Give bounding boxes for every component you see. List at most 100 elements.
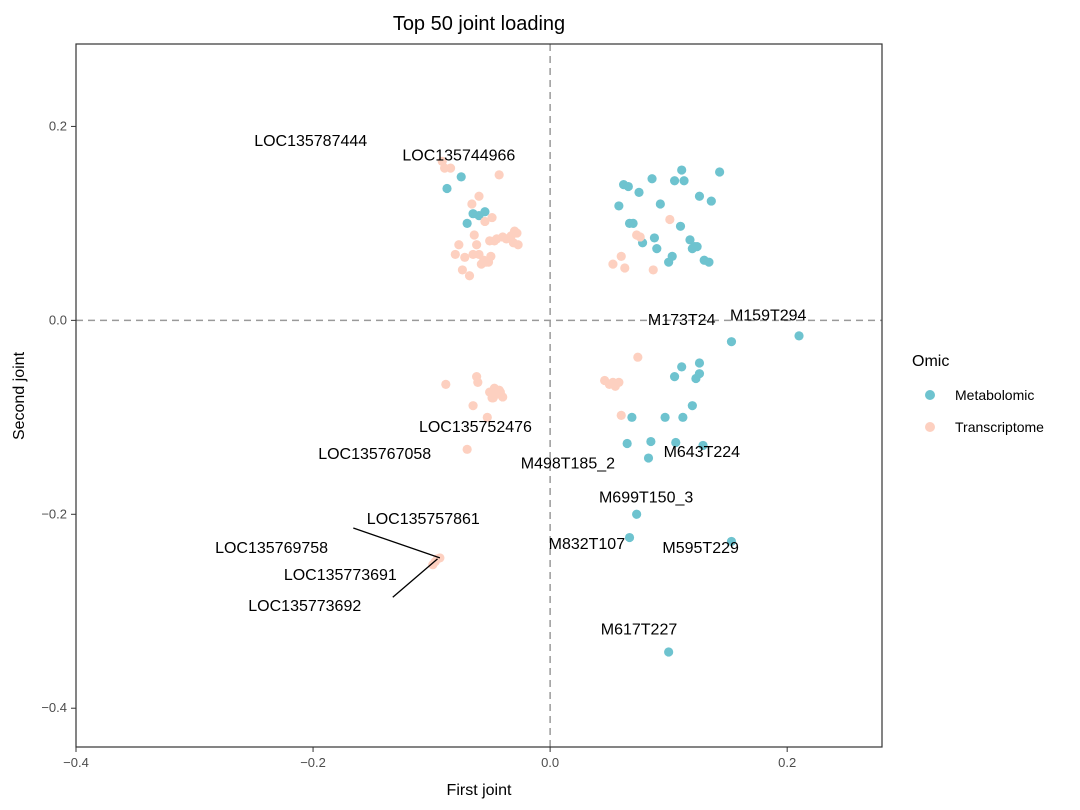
axis-ticks: −0.4 −0.2 0.0 0.2 −0.4 −0.2 0.0 0.2 [41,118,796,770]
metabolomic-point [726,337,737,347]
transcriptome-point [460,252,470,262]
metabolomic-point [675,221,686,231]
metabolomic-point [456,172,466,182]
point-label: M699T150_3 [599,490,693,507]
transcriptome-point [450,249,460,260]
legend-label-metabolomic: Metabolomic [955,387,1034,403]
point-label: LOC135787444 [254,133,367,150]
metabolomic-point [480,207,490,217]
metabolomic-point [660,412,670,422]
transcriptome-point [441,379,451,389]
metabolomic-point [627,412,637,422]
label-leader-line [353,527,441,559]
transcriptome-point [445,163,456,173]
point-label: LOC135744966 [402,147,515,164]
y-tick-label: 0.2 [49,118,67,133]
transcriptome-point [487,212,497,223]
transcriptome-point [665,214,675,225]
legend-key-transcriptome [925,422,935,432]
transcriptome-point [512,228,522,238]
y-axis-title: Second joint [11,351,28,440]
metabolomic-point [614,201,624,211]
metabolomic-point [622,438,632,449]
x-tick-label: −0.2 [300,755,326,770]
metabolomic-point [706,196,716,206]
transcriptome-point [462,444,472,454]
metabolomic-point [634,187,644,197]
metabolomic-point [649,233,660,243]
point-label: LOC135757861 [367,511,480,528]
metabolomic-point [442,183,452,194]
point-label: LOC135769758 [215,540,328,557]
transcriptome-point [633,352,643,362]
point-label: M595T229 [662,540,739,557]
point-label: M159T294 [730,307,807,324]
metabolomic-point [694,191,705,201]
metabolomic-point [715,167,725,177]
y-tick-label: −0.4 [41,700,67,715]
transcriptome-point [648,265,658,275]
x-axis-title: First joint [447,782,512,799]
metabolomic-point [664,647,674,657]
legend-key-metabolomic [925,390,935,400]
transcriptome-point [616,251,626,261]
transcriptome-point [472,240,482,250]
metabolomic-point [694,369,705,379]
transcriptome-point [486,251,496,261]
transcriptome-point [454,240,464,250]
transcriptome-point [474,191,484,201]
data-points [428,156,804,657]
transcriptome-point [494,170,504,180]
chart-title: Top 50 joint loading [393,13,565,35]
reference-lines [76,44,882,747]
legend-title: Omic [912,353,949,370]
x-tick-label: 0.0 [541,755,559,770]
transcriptome-point [469,230,479,240]
metabolomic-point [677,165,687,175]
metabolomic-point [669,371,680,382]
metabolomic-point [647,174,657,184]
metabolomic-point [726,536,737,547]
y-tick-label: 0.0 [49,312,67,327]
transcriptome-point [616,410,626,420]
point-label: M617T227 [601,622,678,639]
metabolomic-point [685,235,695,245]
point-labels: LOC135787444 LOC135744966 M173T24 M159T294 L… [215,133,806,639]
x-tick-label: 0.2 [778,755,796,770]
metabolomic-point [794,331,804,341]
transcriptome-point [480,216,490,227]
metabolomic-point [632,509,642,519]
metabolomic-point [704,257,714,267]
point-label: M173T24 [648,312,716,329]
transcriptome-point [635,232,645,242]
legend-label-transcriptome: Transcriptome [955,419,1044,435]
label-leader-line [392,558,438,598]
point-label: M643T224 [664,444,741,461]
transcriptome-point [614,377,624,388]
point-label: M832T107 [549,536,626,553]
transcriptome-point [608,259,618,269]
transcriptome-point [468,401,478,411]
metabolomic-point [677,362,687,372]
point-label: LOC135773691 [284,567,397,584]
x-tick-label: −0.4 [63,755,89,770]
legend: Omic Metabolomic Transcriptome [912,353,1044,435]
metabolomic-point [671,437,681,448]
transcriptome-point [473,377,483,388]
transcriptome-point [620,263,630,273]
transcriptome-point [498,392,508,402]
metabolomic-point [692,242,702,252]
metabolomic-point [669,176,680,186]
transcriptome-point [464,271,475,281]
point-label: LOC135767058 [318,446,431,463]
metabolomic-point [679,176,689,186]
metabolomic-point [694,358,705,368]
metabolomic-point [698,440,708,451]
metabolomic-point [628,218,638,228]
metabolomic-point [646,436,656,447]
point-label: LOC135773692 [248,598,361,615]
metabolomic-point [655,199,665,209]
transcriptome-point [513,240,523,250]
point-label: M498T185_2 [521,456,615,473]
